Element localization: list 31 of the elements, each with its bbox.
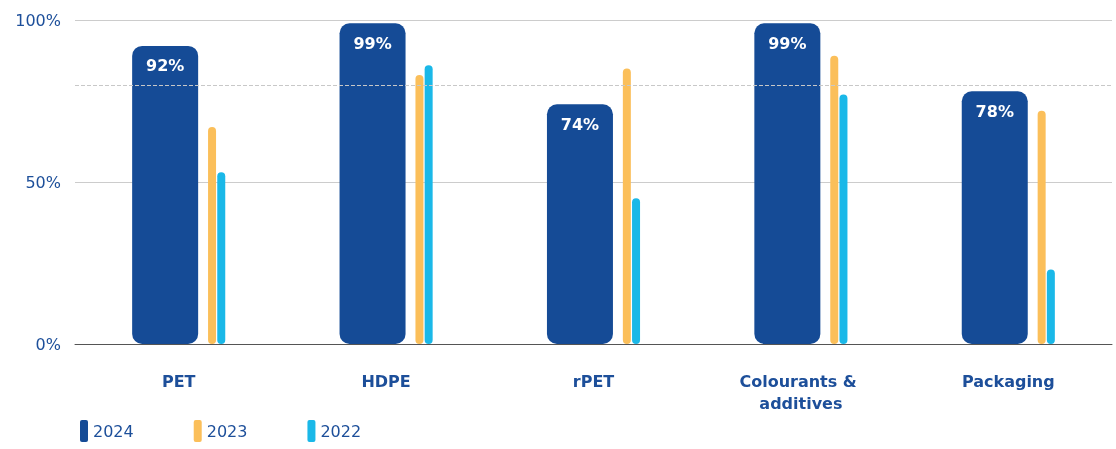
bar — [1037, 110, 1046, 344]
data-label: 78% — [975, 101, 1014, 121]
bar — [1046, 269, 1055, 344]
y-tick-label: 50% — [25, 172, 61, 192]
x-tick-label: HDPE — [361, 371, 411, 391]
bar — [546, 104, 613, 344]
x-tick-label: Packaging — [961, 371, 1055, 391]
x-tick-label: rPET — [572, 371, 615, 391]
bar — [339, 23, 406, 344]
legend-label: 2023 — [206, 421, 248, 441]
bar — [208, 126, 217, 344]
data-label: 99% — [353, 33, 392, 53]
bar — [961, 91, 1028, 344]
legend-label: 2024 — [93, 421, 134, 441]
x-tick-label: PET — [161, 371, 196, 391]
bar — [415, 75, 424, 344]
bar — [132, 45, 199, 344]
x-tick-label: Colourants & additives — [739, 371, 863, 413]
bar — [754, 23, 821, 344]
y-tick-label: 100% — [15, 10, 61, 30]
bar — [217, 172, 226, 344]
bar — [830, 55, 839, 344]
legend-label: 2022 — [320, 421, 362, 441]
bar — [839, 94, 848, 344]
y-tick-label: 0% — [35, 334, 61, 354]
data-label: 92% — [146, 56, 185, 76]
data-label: 74% — [560, 114, 600, 134]
bar — [632, 198, 641, 344]
bar — [622, 68, 631, 344]
bar — [424, 65, 433, 344]
data-label: 99% — [768, 33, 807, 53]
